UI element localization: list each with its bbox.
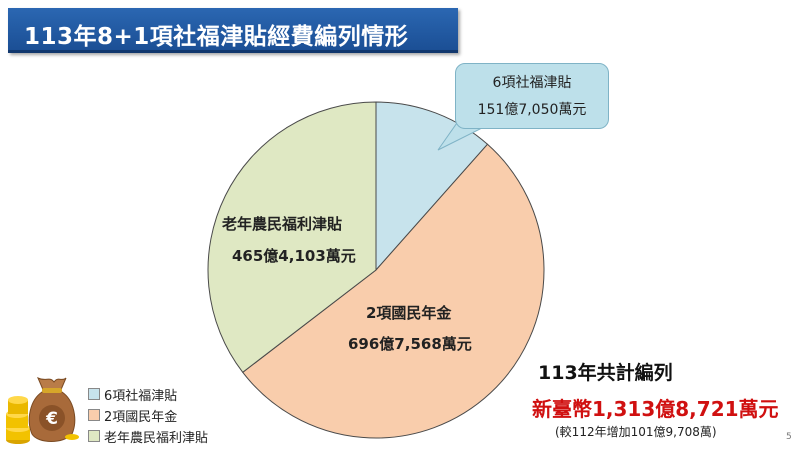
legend-swatch-welfare [88,388,100,400]
total-increase-note: (較112年增加101億9,708萬) [555,425,717,439]
page-number: 5 [786,432,792,442]
callout-box: 6項社福津貼 151億7,050萬元 [455,63,609,129]
total-heading: 113年共計編列 [538,362,673,384]
legend-label-farmers: 老年農民福利津貼 [104,431,209,446]
pie-slice-farmers [207,101,377,374]
total-amount: 新臺幣1,313億8,721萬元 [532,397,779,421]
legend-label-welfare: 6項社福津貼 [104,389,178,404]
legend-swatch-farmers [88,430,100,442]
money-bag-euro-icon: € [6,376,79,444]
slice-label-pension-name: 2項國民年金 [366,304,452,322]
svg-text:€: € [45,409,58,429]
slice-label-farmers-name: 老年農民福利津貼 [222,215,343,233]
pie-slice-pension [242,143,545,439]
legend-label-pension: 2項國民年金 [104,410,178,425]
pie-slices [207,101,545,439]
slice-label-farmers-value: 465億4,103萬元 [232,247,356,265]
title-banner: 113年8+1項社福津貼經費編列情形 [8,8,458,53]
pie-slice-welfare [375,101,489,272]
slice-label-welfare-value: 151億7,050萬元 [477,102,587,118]
legend-swatch-pension [88,409,100,421]
page-title: 113年8+1項社福津貼經費編列情形 [24,24,409,50]
slice-label-pension-value: 696億7,568萬元 [348,335,472,353]
slice-label-welfare-name: 6項社福津貼 [492,75,572,91]
